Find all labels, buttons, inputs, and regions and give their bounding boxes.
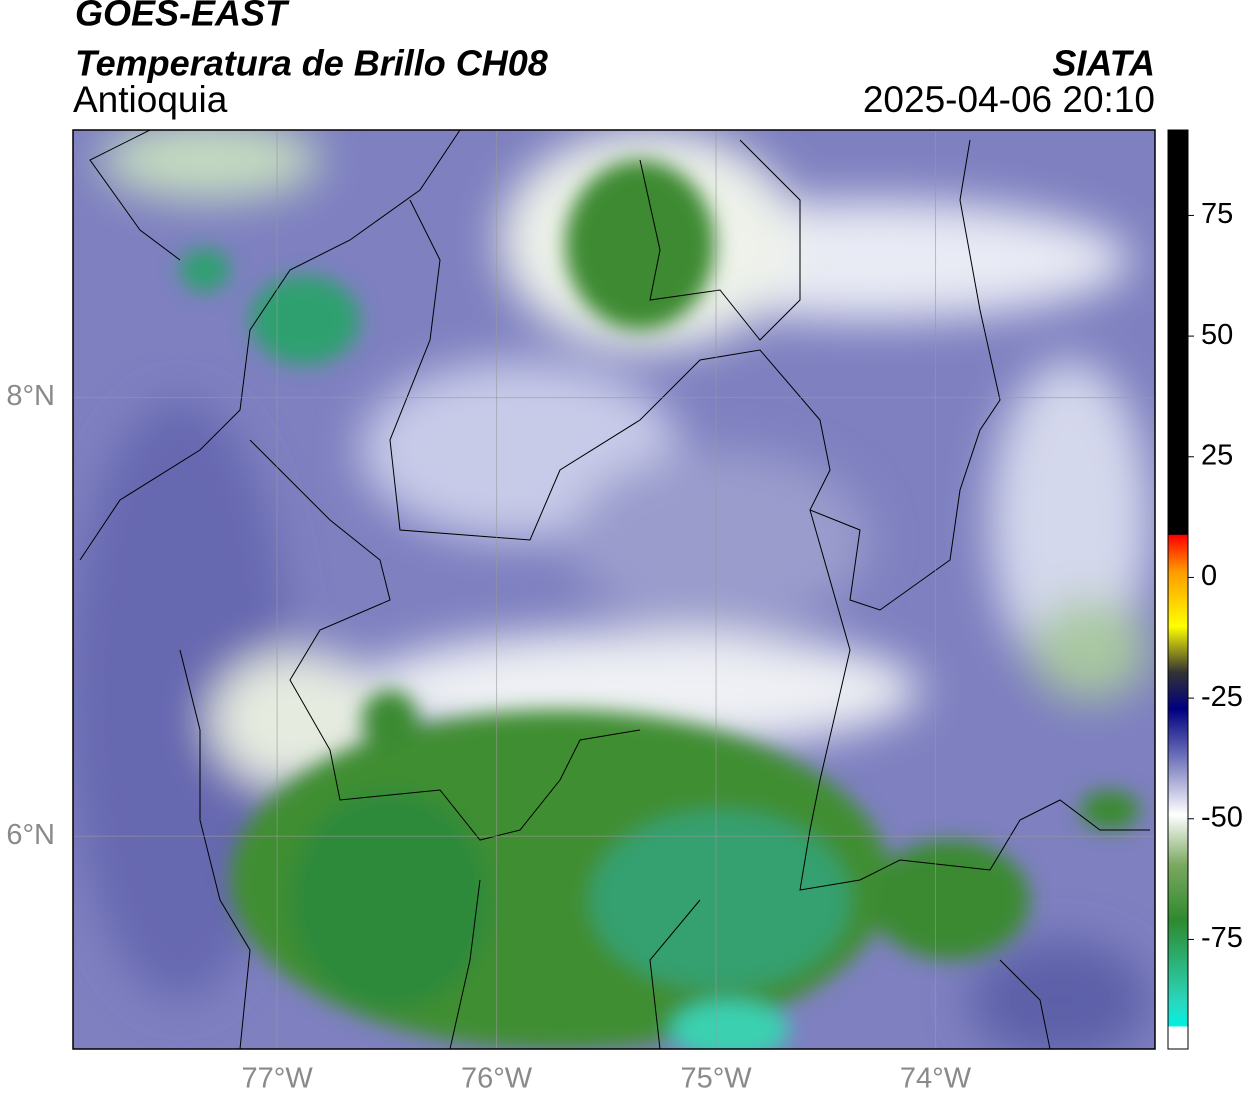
colorbar-tick-label: 25 <box>1201 439 1233 471</box>
ticks: 77°W 76°W 75°W 74°W 8°N 6°N 75 50 25 0 -25 -50 -75 <box>6 198 1243 1095</box>
source: SIATA <box>1052 43 1155 84</box>
title: GOES-EAST <box>75 0 290 34</box>
colorbar-tick-label: -25 <box>1201 681 1243 713</box>
colorbar-tick-label: 0 <box>1201 560 1217 592</box>
colorbar <box>1167 129 1189 1050</box>
gridlines <box>73 130 1155 1049</box>
colorbar-tick-label: -75 <box>1201 922 1243 954</box>
x-tick-label: 74°W <box>900 1063 972 1095</box>
datetime: 2025-04-06 20:10 <box>863 79 1155 120</box>
map-frame <box>72 129 1156 1050</box>
x-tick-label: 77°W <box>241 1063 313 1095</box>
colorbar-tick-label: 75 <box>1201 198 1233 230</box>
x-tick-label: 76°W <box>461 1063 533 1095</box>
x-tick-label: 75°W <box>680 1063 752 1095</box>
satellite-image <box>73 130 1155 1049</box>
colorbar-tick-label: 50 <box>1201 319 1233 351</box>
colorbar-tick-label: -50 <box>1201 801 1243 833</box>
y-tick-label: 6°N <box>6 819 55 851</box>
region: Antioquia <box>73 79 228 120</box>
borders <box>79 130 1150 1049</box>
y-tick-label: 8°N <box>6 380 55 412</box>
subtitle: Temperatura de Brillo CH08 <box>75 43 548 84</box>
